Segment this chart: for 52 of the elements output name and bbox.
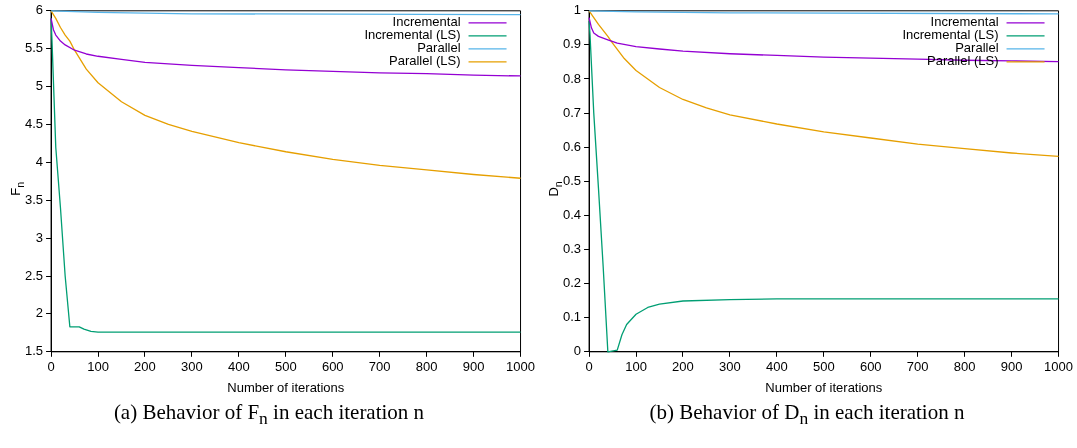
x-tick-label: 100 [87, 359, 109, 375]
text: (b) Behavior of D$_{n}$ in each iteration n [648, 400, 966, 430]
y-tick-label: 0.1 [562, 309, 582, 325]
y-tick-label: 0.7 [562, 104, 582, 120]
legend-label: Incremental [930, 14, 999, 30]
legend-label: Incremental (LS) [902, 27, 999, 43]
y-tick-label: 3.5 [24, 191, 44, 207]
x-tick-label: 900 [462, 359, 485, 375]
x-tick-label: 300 [719, 359, 741, 375]
x-tick-label: 800 [415, 359, 438, 375]
x-tick-label: 400 [766, 359, 788, 375]
y-tick-label: 0.8 [562, 70, 582, 86]
x-tick-label: 500 [812, 359, 835, 375]
y-tick-label: 0.9 [562, 36, 582, 52]
x-tick-label: 800 [953, 359, 976, 375]
x-tick-label: 1000 [506, 359, 535, 375]
x-tick-label: 600 [859, 359, 882, 375]
x-axis-title: Number of iterations [227, 379, 345, 395]
legend-label: Incremental [392, 14, 461, 30]
x-tick-label: 200 [672, 359, 694, 375]
y-tick-label: 4.5 [24, 116, 44, 132]
y-tick-label: 2.5 [24, 267, 44, 283]
y-tick-label: 5.5 [24, 40, 44, 56]
y-tick-label: 0.4 [562, 206, 582, 222]
y-tick-label: 6 [35, 2, 44, 18]
legend-label: Incremental (LS) [364, 27, 461, 43]
y-tick-label: 0 [573, 343, 582, 359]
x-tick-label: 200 [134, 359, 156, 375]
y-tick-label: 0.6 [562, 138, 582, 154]
x-tick-label: 400 [228, 359, 250, 375]
text: (a) Behavior of F$_{n}$ in each iteration n [112, 400, 426, 430]
y-tick-label: 2 [35, 305, 44, 321]
x-tick-label: 300 [181, 359, 203, 375]
y-tick-label: 5 [35, 78, 44, 94]
legend-label: Parallel (LS) [389, 53, 461, 69]
x-axis-title: Number of iterations [765, 379, 883, 395]
y-tick-label: 0.5 [562, 172, 582, 188]
x-tick-label: 600 [321, 359, 344, 375]
y-tick-label: 0.3 [562, 241, 582, 257]
x-tick-label: 100 [625, 359, 647, 375]
x-tick-label: 0 [585, 359, 593, 375]
x-tick-label: 900 [1000, 359, 1023, 375]
x-tick-label: 0 [47, 359, 55, 375]
y-tick-label: 4 [35, 153, 44, 169]
x-tick-label: 500 [274, 359, 297, 375]
y-tick-label: 0.2 [562, 275, 582, 291]
x-tick-label: 700 [906, 359, 929, 375]
y-tick-label: 1.5 [24, 343, 44, 359]
y-tick-label: 1 [573, 2, 582, 18]
x-tick-label: 700 [368, 359, 391, 375]
y-tick-label: 3 [35, 229, 44, 245]
x-tick-label: 1000 [1044, 359, 1073, 375]
